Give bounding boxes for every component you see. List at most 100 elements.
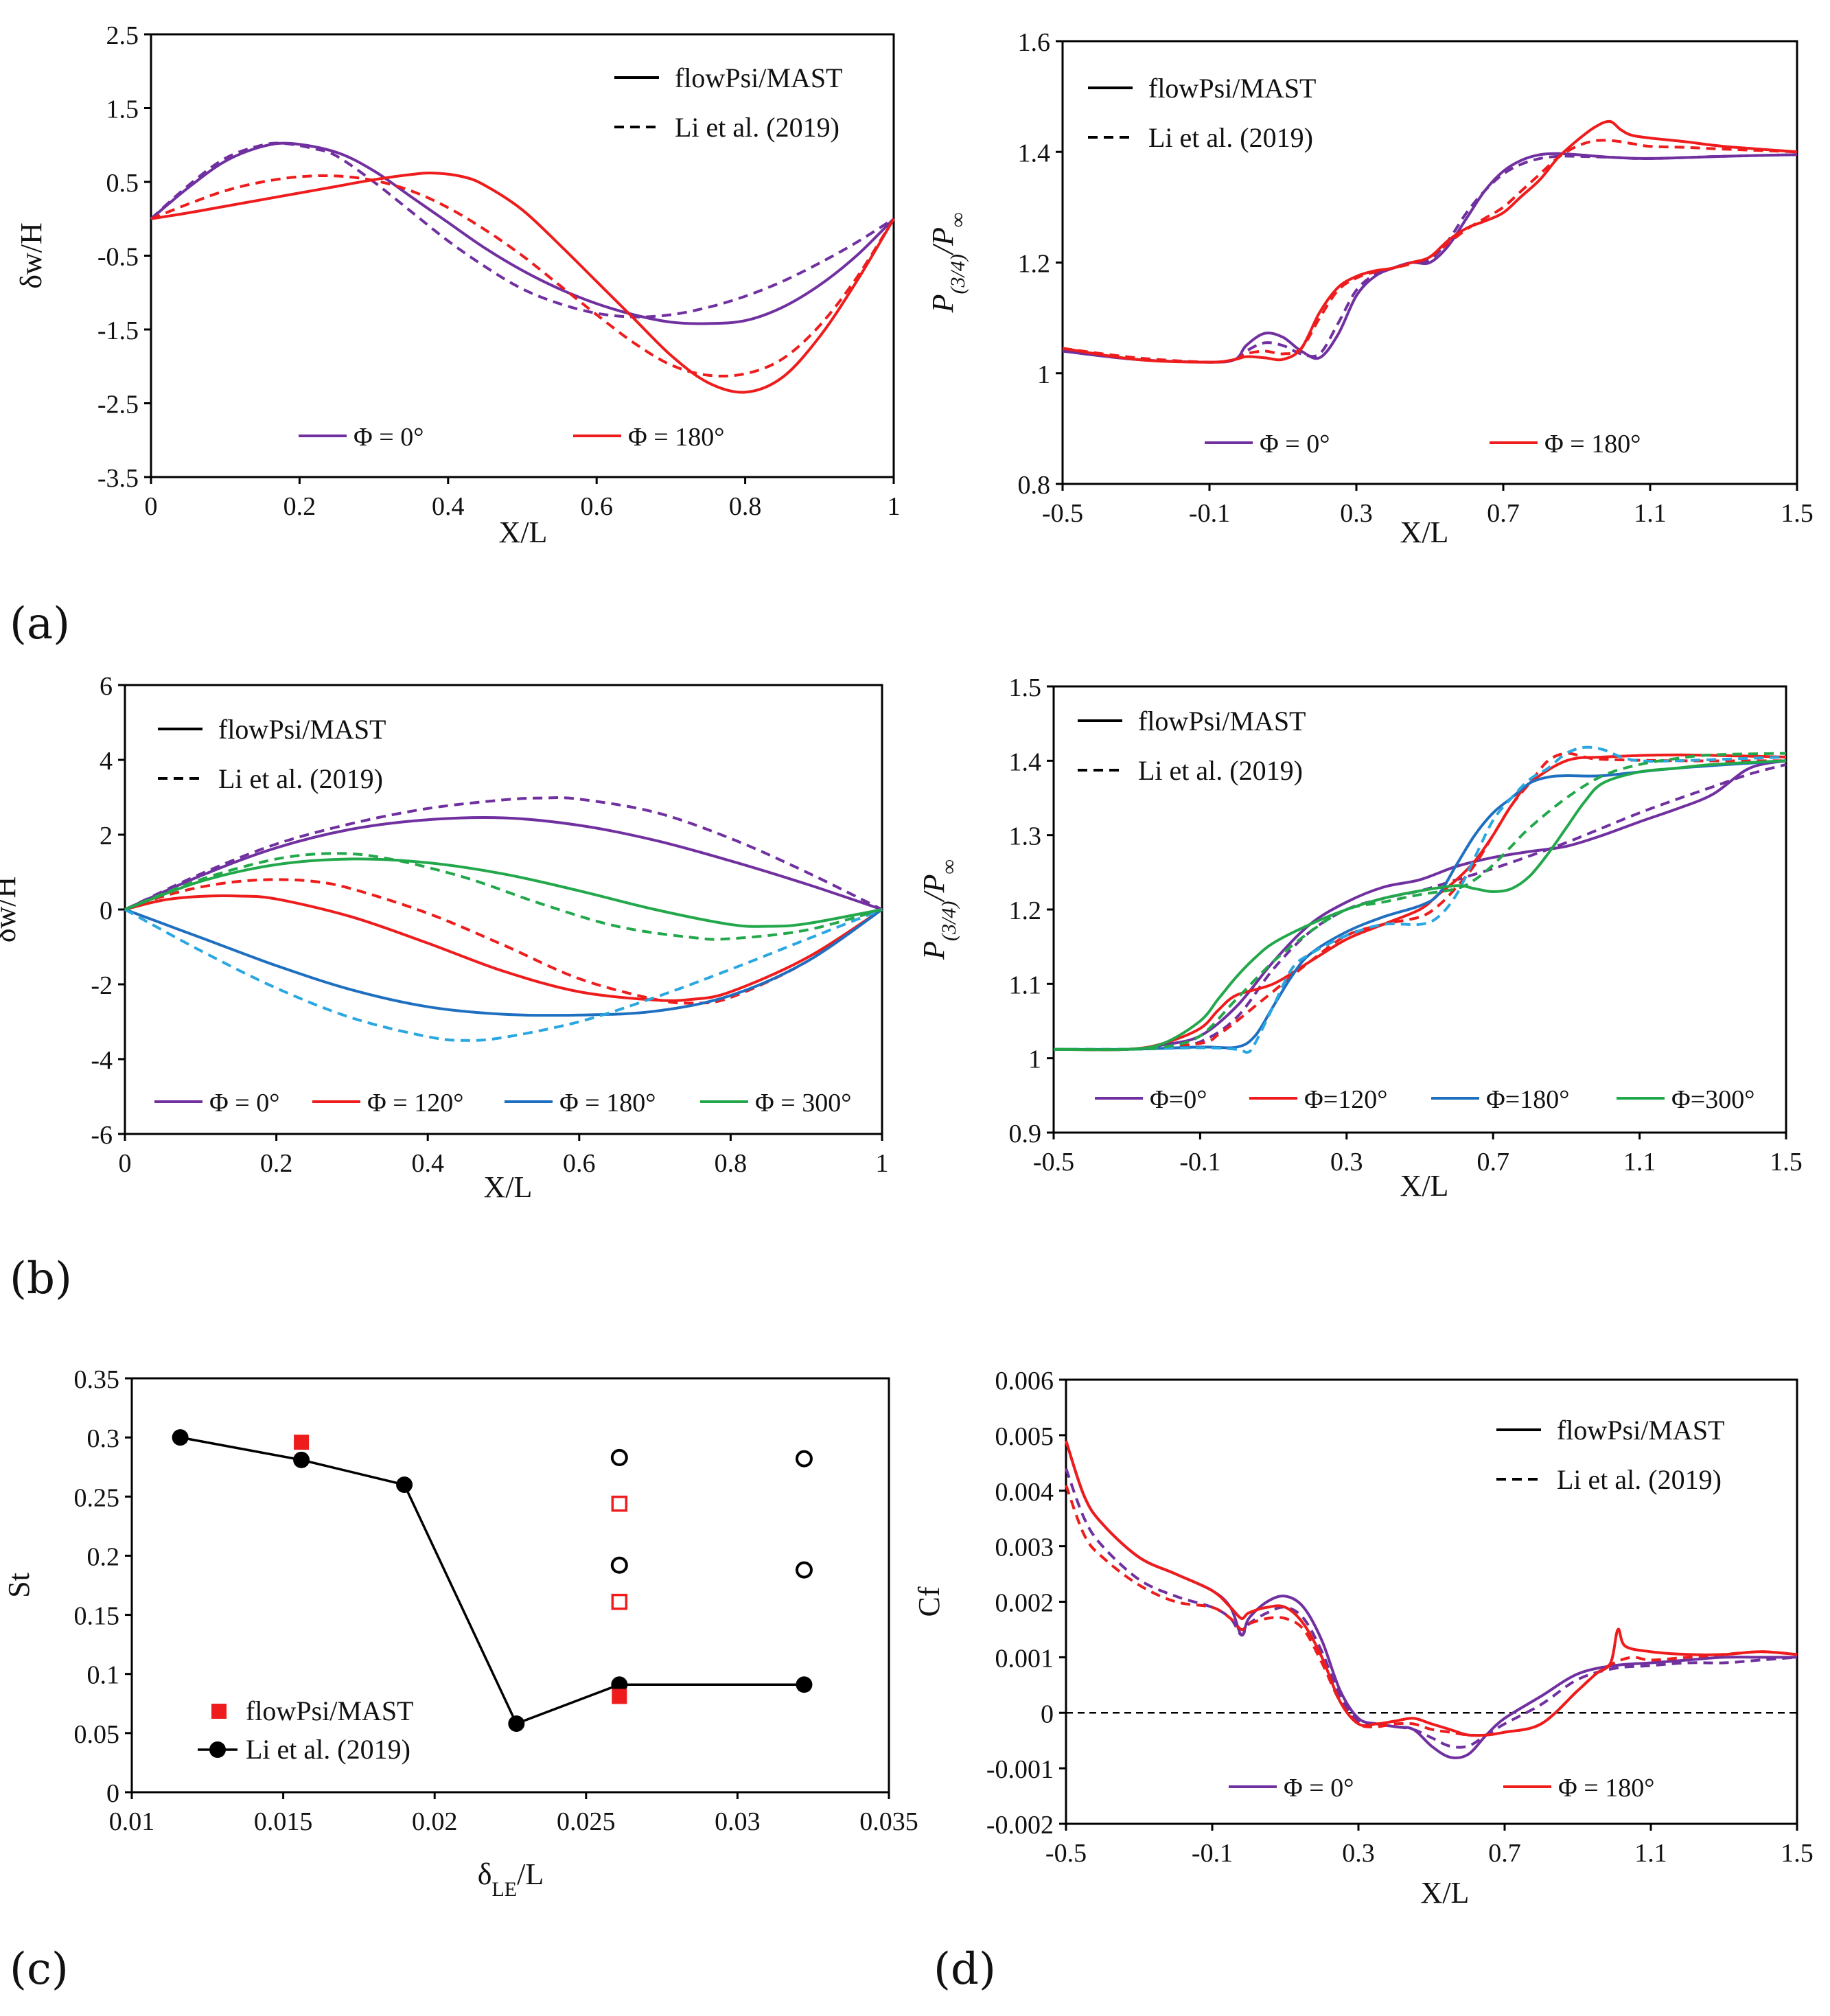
chart-c: 0.35 0.3 0.25 0.2 0.15 0.1 0.05 00.01 0.015 0.02 0… [2,1365,918,1901]
li-open-point [795,1450,813,1468]
series-line [124,908,883,1017]
y-axis-label: P(3/4)/P∞ [926,213,969,314]
legend-label: Φ=180° [1486,1085,1569,1114]
legend-label: Li et al. (2019) [246,1734,410,1765]
legend-label: Φ = 300° [755,1089,851,1117]
x-axis-label: X/L [1400,515,1449,549]
x-tick-label: 1 [888,492,901,521]
x-tick-label: 1 [876,1149,889,1178]
y-tick-label: -4 [91,1046,113,1075]
series-line [150,141,895,325]
x-tick-label: 0.025 [557,1807,616,1836]
y-tick-label: 1.3 [1009,822,1042,851]
chart-b-right: 1.5 1.4 1.3 1.2 1.1 1 0.9-0.5 -0.1 0.3 0.7 1.1 1.5 X… [917,673,1803,1203]
x-tick-label: 0.8 [715,1149,748,1178]
legend-label: flowPsi/MAST [1138,706,1306,737]
panel-label-c: (c) [10,1944,69,1995]
legend-label: Li et al. (2019) [1148,122,1313,153]
y-tick-label: 0 [1041,1700,1054,1728]
y-axis-label: δw/H [14,222,48,289]
series-line [1062,119,1798,364]
y-tick-label: -0.002 [986,1811,1054,1840]
y-tick-label: 1 [1028,1045,1041,1074]
legend-label: Li et al. (2019) [1557,1464,1722,1495]
legend-label: Φ = 180° [559,1089,656,1117]
legend-label: Φ=300° [1671,1085,1754,1114]
series-line [1053,763,1787,1051]
x-tick-label: 0.8 [729,492,762,521]
legend-label: flowPsi/MAST [218,714,386,745]
series-line [1053,759,1787,1052]
series-line [124,852,883,941]
y-tick-label: 2.5 [106,21,139,50]
li-point [508,1715,525,1733]
y-tick-label: -1.5 [97,316,139,345]
x-axis-label: δLE/L [478,1857,544,1901]
series-line [150,171,895,394]
x-tick-label: 0.03 [715,1807,761,1836]
mast-open-point [611,1495,628,1512]
panel-label-b: (b) [10,1253,72,1304]
y-tick-label: -0.001 [986,1755,1054,1784]
style-legend: flowPsi/MAST Li et al. (2019) [1496,1415,1725,1495]
x-tick-label: 1.1 [1623,1148,1656,1177]
color-legend: Φ = 0° Φ = 120° Φ = 180° Φ = 300° [154,1089,851,1117]
x-tick-label: 0.6 [580,492,613,521]
y-tick-label: -0.5 [97,243,139,272]
x-tick-label: 0.2 [283,492,316,521]
x-tick-label: 0.015 [254,1807,313,1836]
legend-label: Li et al. (2019) [675,112,839,143]
y-tick-label: 0.2 [87,1542,120,1571]
x-tick-label: 0.7 [1487,499,1520,528]
y-tick-label: 1.4 [1009,748,1042,776]
x-tick-label: 0.4 [432,492,465,521]
x-tick-label: 0.6 [563,1149,596,1178]
legend: flowPsi/MAST Li et al. (2019) [198,1695,414,1765]
li-point [796,1676,813,1693]
li-point [172,1429,189,1446]
style-legend: flowPsi/MAST Li et al. (2019) [158,714,386,794]
legend-label: Φ = 0° [1284,1774,1354,1803]
mast-point [612,1689,627,1704]
series-line [124,908,883,1042]
y-tick-label: 0.9 [1009,1120,1042,1148]
x-tick-label: 0.01 [109,1807,155,1836]
y-tick-label: 0.8 [1018,471,1051,500]
y-tick-label: 0.1 [87,1661,120,1690]
li-open-point [610,1556,628,1574]
y-tick-label: 0.15 [74,1602,120,1631]
legend-label: flowPsi/MAST [246,1695,414,1726]
y-tick-label: 1 [1037,360,1050,389]
x-tick-label: -0.1 [1192,1839,1233,1868]
x-tick-label: 0.3 [1340,499,1373,528]
x-axis-label: X/L [484,1170,533,1204]
series-line [1053,752,1787,1052]
y-tick-label: 4 [100,747,113,776]
series-line [124,894,883,1002]
x-axis-label: X/L [1400,1169,1449,1203]
y-tick-label: 0.5 [106,169,139,198]
y-tick-label: 0.005 [995,1422,1054,1451]
y-axis-label: Cf [912,1586,946,1617]
legend-label: Φ = 0° [209,1089,279,1117]
legend-label: Φ = 0° [354,423,424,452]
y-tick-label: 2 [100,822,113,850]
y-axis-label: P(3/4)/P∞ [917,859,960,960]
x-tick-label: -0.1 [1179,1148,1220,1177]
legend-label: flowPsi/MAST [675,62,843,93]
x-tick-label: 1.5 [1781,499,1814,528]
style-legend: flowPsi/MAST Li et al. (2019) [614,62,843,143]
li-point [611,1676,628,1693]
legend-square-marker [211,1704,227,1719]
legend-label: Φ = 180° [1558,1774,1654,1803]
x-tick-label: 0.02 [412,1807,458,1836]
style-legend: flowPsi/MAST Li et al. (2019) [1088,73,1317,153]
legend-label: Φ = 120° [367,1089,463,1117]
legend-label: Φ = 180° [628,423,724,452]
li-open-point [610,1448,628,1466]
y-tick-label: 1.2 [1009,896,1042,925]
li-point [293,1451,310,1468]
series-line [124,878,883,1005]
